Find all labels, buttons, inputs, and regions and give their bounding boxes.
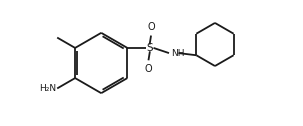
- Text: S: S: [146, 43, 153, 53]
- Text: O: O: [147, 22, 155, 32]
- Text: H₂N: H₂N: [39, 84, 56, 93]
- Text: O: O: [145, 64, 152, 74]
- Text: NH: NH: [171, 49, 185, 58]
